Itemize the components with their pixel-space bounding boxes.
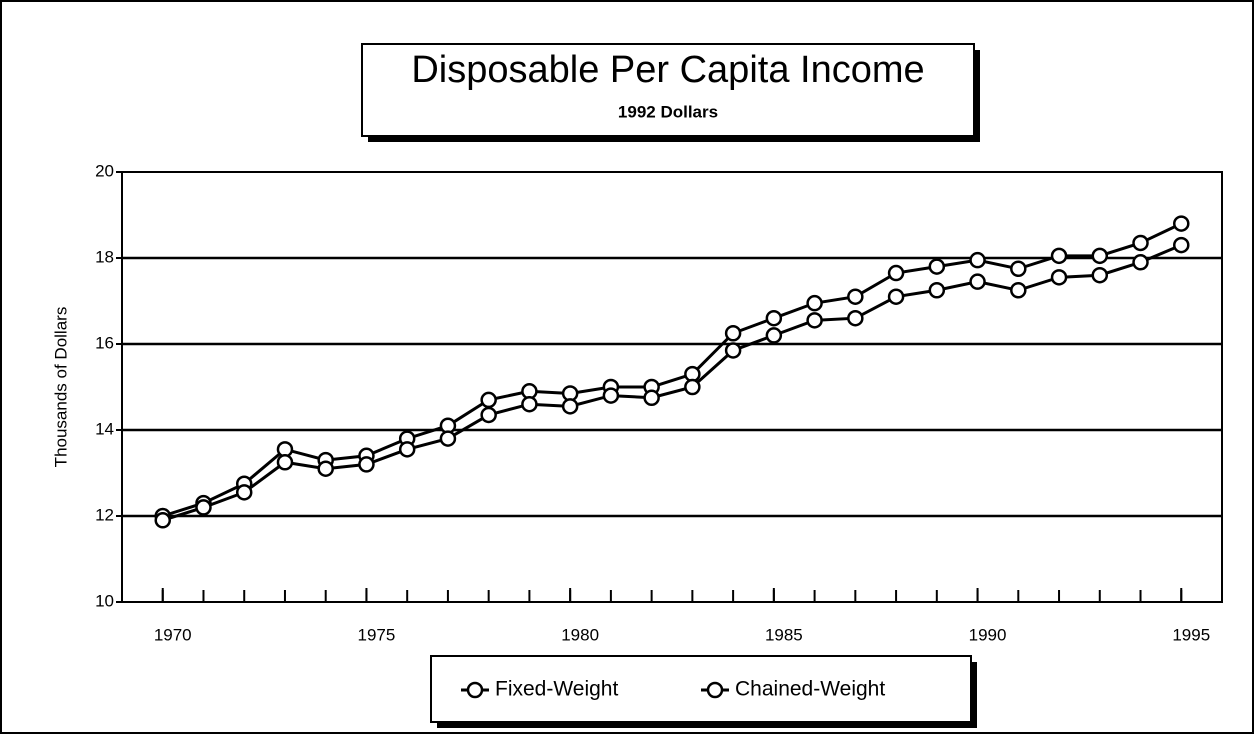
- data-point: [1010, 282, 1027, 299]
- data-point: [1050, 269, 1068, 286]
- title-box: [361, 43, 975, 137]
- data-point: [1050, 247, 1068, 265]
- data-point: [847, 309, 864, 327]
- data-point: [1010, 260, 1027, 277]
- data-point: [521, 395, 538, 413]
- data-point: [154, 512, 171, 529]
- legend-marker: [466, 681, 484, 699]
- data-point: [1173, 236, 1190, 254]
- legend: Fixed-Weight Chained-Weight: [461, 678, 885, 701]
- legend-label: Chained-Weight: [735, 678, 885, 701]
- y-tick-label: 14: [95, 419, 114, 438]
- data-point: [969, 251, 986, 269]
- data-point: [887, 288, 905, 305]
- data-point: [358, 456, 375, 473]
- chart-subtitle: 1992 Dollars: [618, 102, 718, 121]
- legend-marker: [706, 681, 724, 699]
- data-point: [480, 406, 497, 424]
- data-point: [398, 441, 416, 458]
- x-tick-label: 1975: [358, 625, 396, 644]
- data-point: [806, 294, 823, 312]
- data-point: [969, 273, 986, 290]
- data-point: [887, 264, 905, 282]
- y-tick-label: 18: [95, 247, 114, 266]
- data-point: [684, 378, 701, 396]
- data-point: [724, 342, 742, 359]
- data-point: [317, 460, 334, 477]
- data-point: [928, 258, 946, 275]
- data-point: [806, 312, 823, 329]
- data-point: [765, 327, 783, 344]
- data-point: [724, 325, 742, 342]
- plot: 10 12 14 16 18 20 1970 1975 1980 1985 1990 1995: [95, 161, 1223, 644]
- data-point: [847, 288, 864, 305]
- data-point: [1173, 215, 1190, 232]
- y-tick-label: 16: [95, 333, 114, 352]
- y-tick-label: 10: [95, 591, 114, 610]
- data-point: [480, 391, 497, 409]
- data-point: [602, 387, 620, 404]
- x-tick-label: 1995: [1172, 625, 1210, 644]
- plot-area: [121, 171, 1223, 603]
- data-point: [195, 499, 212, 516]
- x-tick-label: 1985: [765, 625, 803, 644]
- y-tick-label: 12: [95, 505, 114, 524]
- data-point: [439, 430, 457, 447]
- data-point: [561, 398, 579, 415]
- data-point: [765, 309, 783, 327]
- x-tick-label: 1970: [154, 625, 192, 644]
- data-point: [1091, 266, 1109, 284]
- chart-title: Disposable Per Capita Income: [411, 49, 924, 91]
- series-line: [162, 243, 1182, 522]
- legend-label: Fixed-Weight: [495, 678, 618, 701]
- data-point: [235, 484, 253, 501]
- data-point: [1132, 254, 1149, 271]
- series-line: [162, 222, 1182, 518]
- y-axis-label: Thousands of Dollars: [51, 307, 70, 468]
- data-point: [276, 454, 294, 471]
- data-point: [928, 282, 946, 299]
- data-point: [1132, 234, 1149, 252]
- x-tick-label: 1990: [969, 625, 1007, 644]
- x-tick-label: 1980: [561, 625, 599, 644]
- data-point: [1091, 247, 1109, 265]
- data-point: [643, 389, 660, 406]
- y-tick-label: 20: [95, 161, 114, 180]
